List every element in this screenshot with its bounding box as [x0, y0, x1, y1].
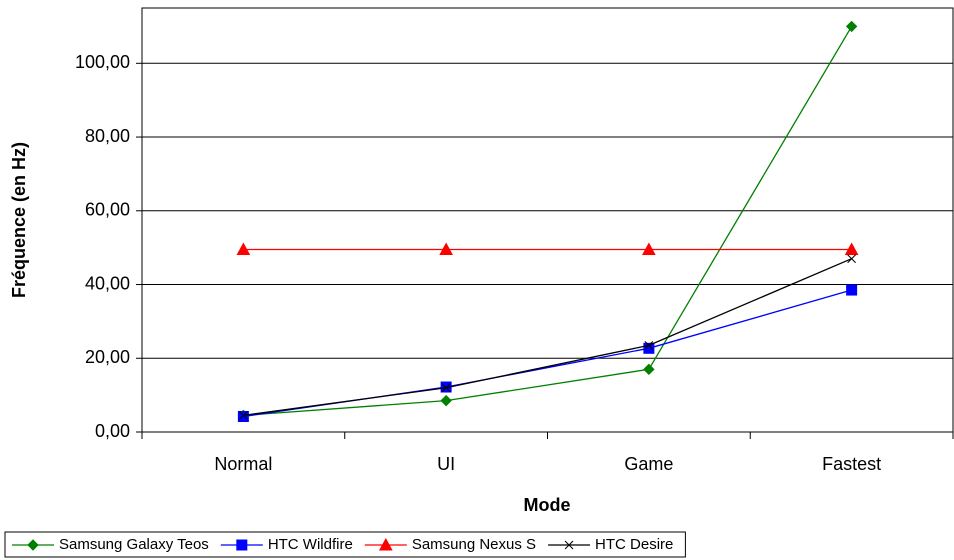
- y-tick-label: 20,00: [85, 347, 130, 367]
- marker: [27, 539, 39, 551]
- marker: [236, 242, 251, 255]
- y-tick-label: 100,00: [75, 52, 130, 72]
- series-line: [243, 26, 853, 417]
- marker: [441, 383, 451, 393]
- y-tick-label: 40,00: [85, 273, 130, 293]
- marker: [844, 242, 859, 255]
- marker: [239, 411, 248, 420]
- marker: [439, 242, 453, 255]
- marker: [644, 341, 654, 350]
- y-tick-label: 80,00: [85, 126, 130, 146]
- series-line: [243, 258, 852, 417]
- x-tick-label: UI: [437, 454, 455, 474]
- marker: [440, 394, 452, 407]
- x-tick-label: Normal: [214, 454, 272, 474]
- marker: [564, 540, 574, 550]
- marker: [847, 254, 856, 264]
- legend-label: Samsung Galaxy Teos: [59, 536, 209, 553]
- marker: [846, 284, 858, 296]
- legend: Samsung Galaxy Teos HTC Wildfire Samsung N…: [4, 531, 686, 558]
- legend-label: Samsung Nexus S: [412, 536, 536, 553]
- x-axis-label: Mode: [524, 495, 571, 515]
- x-tick-label: Game: [624, 454, 673, 474]
- x-tick-label: Fastest: [822, 454, 881, 474]
- marker: [643, 342, 655, 354]
- y-tick-label: 60,00: [85, 200, 130, 220]
- y-axis-label: Fréquence (en Hz): [9, 142, 29, 298]
- marker: [642, 242, 656, 255]
- marker: [378, 537, 393, 551]
- legend-label: HTC Wildfire: [268, 536, 353, 553]
- legend-label: HTC Desire: [595, 536, 673, 553]
- marker: [643, 363, 655, 376]
- marker: [237, 411, 249, 423]
- plot-area: [141, 7, 954, 433]
- marker: [236, 539, 248, 551]
- y-tick-label: 0,00: [95, 421, 130, 441]
- marker: [845, 20, 858, 33]
